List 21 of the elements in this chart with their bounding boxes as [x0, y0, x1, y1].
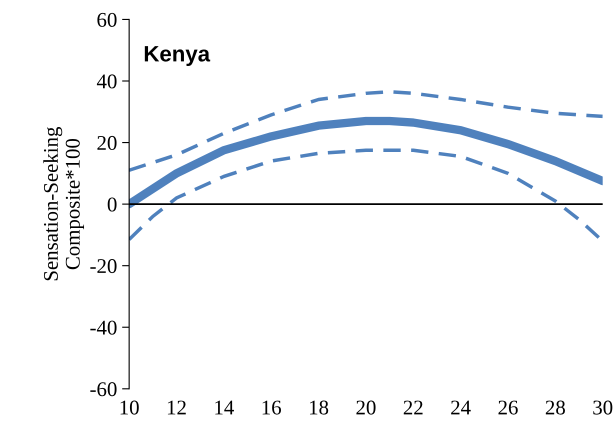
y-tick-label: 60	[97, 12, 117, 27]
x-tick-label: 14	[215, 400, 234, 414]
y-tick-label: 40	[96, 74, 117, 88]
x-tick-label: 28	[546, 400, 565, 415]
x-tick-label: 26	[498, 400, 518, 415]
x-tick-label: 12	[168, 400, 186, 414]
y-tick-label: -40	[90, 320, 117, 335]
x-tick-label: 16	[262, 400, 282, 415]
x-tick-label: 20	[356, 400, 376, 415]
y-axis-title: Sensation-Seeking Composite*100	[43, 126, 84, 280]
y-tick-label: 0	[108, 197, 117, 212]
x-tick-label: 30	[593, 400, 612, 415]
line-series	[129, 90, 603, 172]
y-tick-label: 20	[97, 136, 117, 150]
x-tick-label: 18	[310, 400, 328, 415]
y-tick-label: -60	[90, 382, 117, 396]
x-tick-label: 10	[120, 400, 139, 415]
y-tick-label: -20	[90, 259, 117, 274]
x-tick-label: 24	[451, 400, 471, 414]
text: Kenya	[144, 46, 210, 66]
x-tick-label: 22	[404, 400, 423, 414]
